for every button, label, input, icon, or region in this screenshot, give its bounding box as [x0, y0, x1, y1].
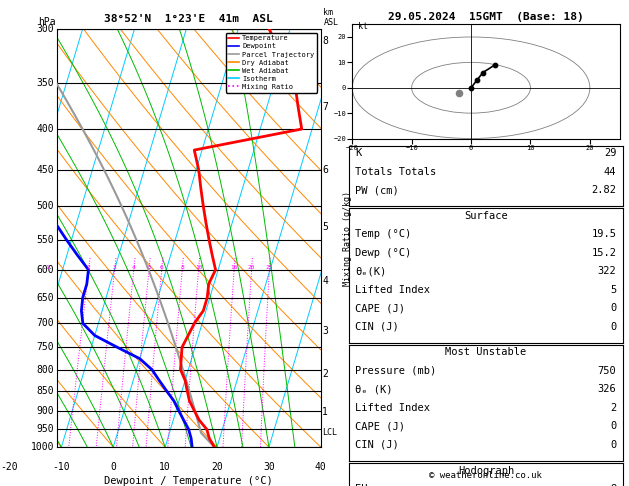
- Text: 5: 5: [147, 265, 151, 270]
- Text: Dewp (°C): Dewp (°C): [355, 248, 411, 258]
- Text: 0: 0: [110, 462, 116, 472]
- Text: CAPE (J): CAPE (J): [355, 303, 405, 313]
- Text: θₑ(K): θₑ(K): [355, 266, 387, 277]
- Text: 4: 4: [322, 276, 328, 286]
- Text: 1: 1: [322, 407, 328, 417]
- Text: 8: 8: [322, 35, 328, 46]
- Text: 850: 850: [36, 386, 54, 396]
- Text: CAPE (J): CAPE (J): [355, 421, 405, 432]
- Legend: Temperature, Dewpoint, Parcel Trajectory, Dry Adiabat, Wet Adiabat, Isotherm, Mi: Temperature, Dewpoint, Parcel Trajectory…: [226, 33, 317, 93]
- Text: Hodograph: Hodograph: [458, 466, 514, 476]
- Text: 2.82: 2.82: [591, 185, 616, 195]
- Text: 600: 600: [36, 265, 54, 275]
- Text: 900: 900: [36, 405, 54, 416]
- Text: 450: 450: [36, 165, 54, 175]
- Text: 3: 3: [322, 326, 328, 336]
- Text: 322: 322: [598, 266, 616, 277]
- Text: -10: -10: [53, 462, 70, 472]
- Text: 2: 2: [87, 265, 91, 270]
- Text: PW (cm): PW (cm): [355, 185, 399, 195]
- Text: θₑ (K): θₑ (K): [355, 384, 393, 395]
- Text: 16: 16: [230, 265, 238, 270]
- Text: 19.5: 19.5: [591, 229, 616, 240]
- Text: 950: 950: [36, 424, 54, 434]
- Text: 1: 1: [45, 265, 48, 270]
- Text: 350: 350: [36, 78, 54, 87]
- Text: Surface: Surface: [464, 211, 508, 221]
- Text: 750: 750: [36, 342, 54, 352]
- Text: 2: 2: [322, 369, 328, 379]
- Text: © weatheronline.co.uk: © weatheronline.co.uk: [430, 471, 542, 480]
- Text: 1000: 1000: [30, 442, 54, 452]
- Text: 300: 300: [36, 24, 54, 34]
- Text: 0: 0: [610, 440, 616, 450]
- Text: 8: 8: [610, 484, 616, 486]
- Text: hPa: hPa: [38, 17, 56, 27]
- Text: CIN (J): CIN (J): [355, 322, 399, 332]
- Text: 38°52'N  1°23'E  41m  ASL: 38°52'N 1°23'E 41m ASL: [104, 14, 273, 24]
- Text: K: K: [355, 148, 362, 158]
- Text: 40: 40: [315, 462, 326, 472]
- Text: Lifted Index: Lifted Index: [355, 403, 430, 413]
- Text: 800: 800: [36, 364, 54, 375]
- Text: Totals Totals: Totals Totals: [355, 167, 437, 177]
- Text: 8: 8: [181, 265, 184, 270]
- Text: 29: 29: [604, 148, 616, 158]
- Text: EH: EH: [355, 484, 368, 486]
- Text: 5: 5: [322, 222, 328, 232]
- Text: 0: 0: [610, 421, 616, 432]
- Text: 326: 326: [598, 384, 616, 395]
- Text: kt: kt: [358, 22, 368, 32]
- Text: -20: -20: [1, 462, 18, 472]
- Text: 6: 6: [322, 165, 328, 175]
- Text: 4: 4: [132, 265, 136, 270]
- Text: 0: 0: [610, 303, 616, 313]
- Text: 550: 550: [36, 235, 54, 244]
- Text: 500: 500: [36, 202, 54, 211]
- Text: 20: 20: [211, 462, 223, 472]
- Point: [472, 76, 482, 84]
- Text: 30: 30: [263, 462, 275, 472]
- Text: 10: 10: [195, 265, 203, 270]
- Text: 0: 0: [610, 322, 616, 332]
- Text: Pressure (mb): Pressure (mb): [355, 366, 437, 376]
- Text: 15.2: 15.2: [591, 248, 616, 258]
- Text: LCL: LCL: [322, 429, 337, 437]
- Text: 10: 10: [159, 462, 171, 472]
- Point: [490, 61, 500, 69]
- Text: 5: 5: [610, 285, 616, 295]
- Text: Most Unstable: Most Unstable: [445, 347, 526, 358]
- Text: 3: 3: [113, 265, 116, 270]
- Point: [454, 89, 464, 97]
- Text: 2: 2: [610, 403, 616, 413]
- Text: 700: 700: [36, 318, 54, 329]
- Text: 29.05.2024  15GMT  (Base: 18): 29.05.2024 15GMT (Base: 18): [388, 12, 584, 22]
- Point: [466, 84, 476, 92]
- Text: 25: 25: [265, 265, 273, 270]
- Text: 6: 6: [160, 265, 164, 270]
- Text: 44: 44: [604, 167, 616, 177]
- Text: 400: 400: [36, 124, 54, 134]
- Text: 750: 750: [598, 366, 616, 376]
- Text: 20: 20: [248, 265, 255, 270]
- Text: Temp (°C): Temp (°C): [355, 229, 411, 240]
- Text: Lifted Index: Lifted Index: [355, 285, 430, 295]
- Text: 650: 650: [36, 293, 54, 303]
- Text: 7: 7: [322, 102, 328, 112]
- Point: [478, 69, 488, 76]
- Text: Dewpoint / Temperature (°C): Dewpoint / Temperature (°C): [104, 476, 273, 486]
- Text: CIN (J): CIN (J): [355, 440, 399, 450]
- Text: km
ASL: km ASL: [323, 8, 338, 27]
- Text: Mixing Ratio (g/kg): Mixing Ratio (g/kg): [343, 191, 352, 286]
